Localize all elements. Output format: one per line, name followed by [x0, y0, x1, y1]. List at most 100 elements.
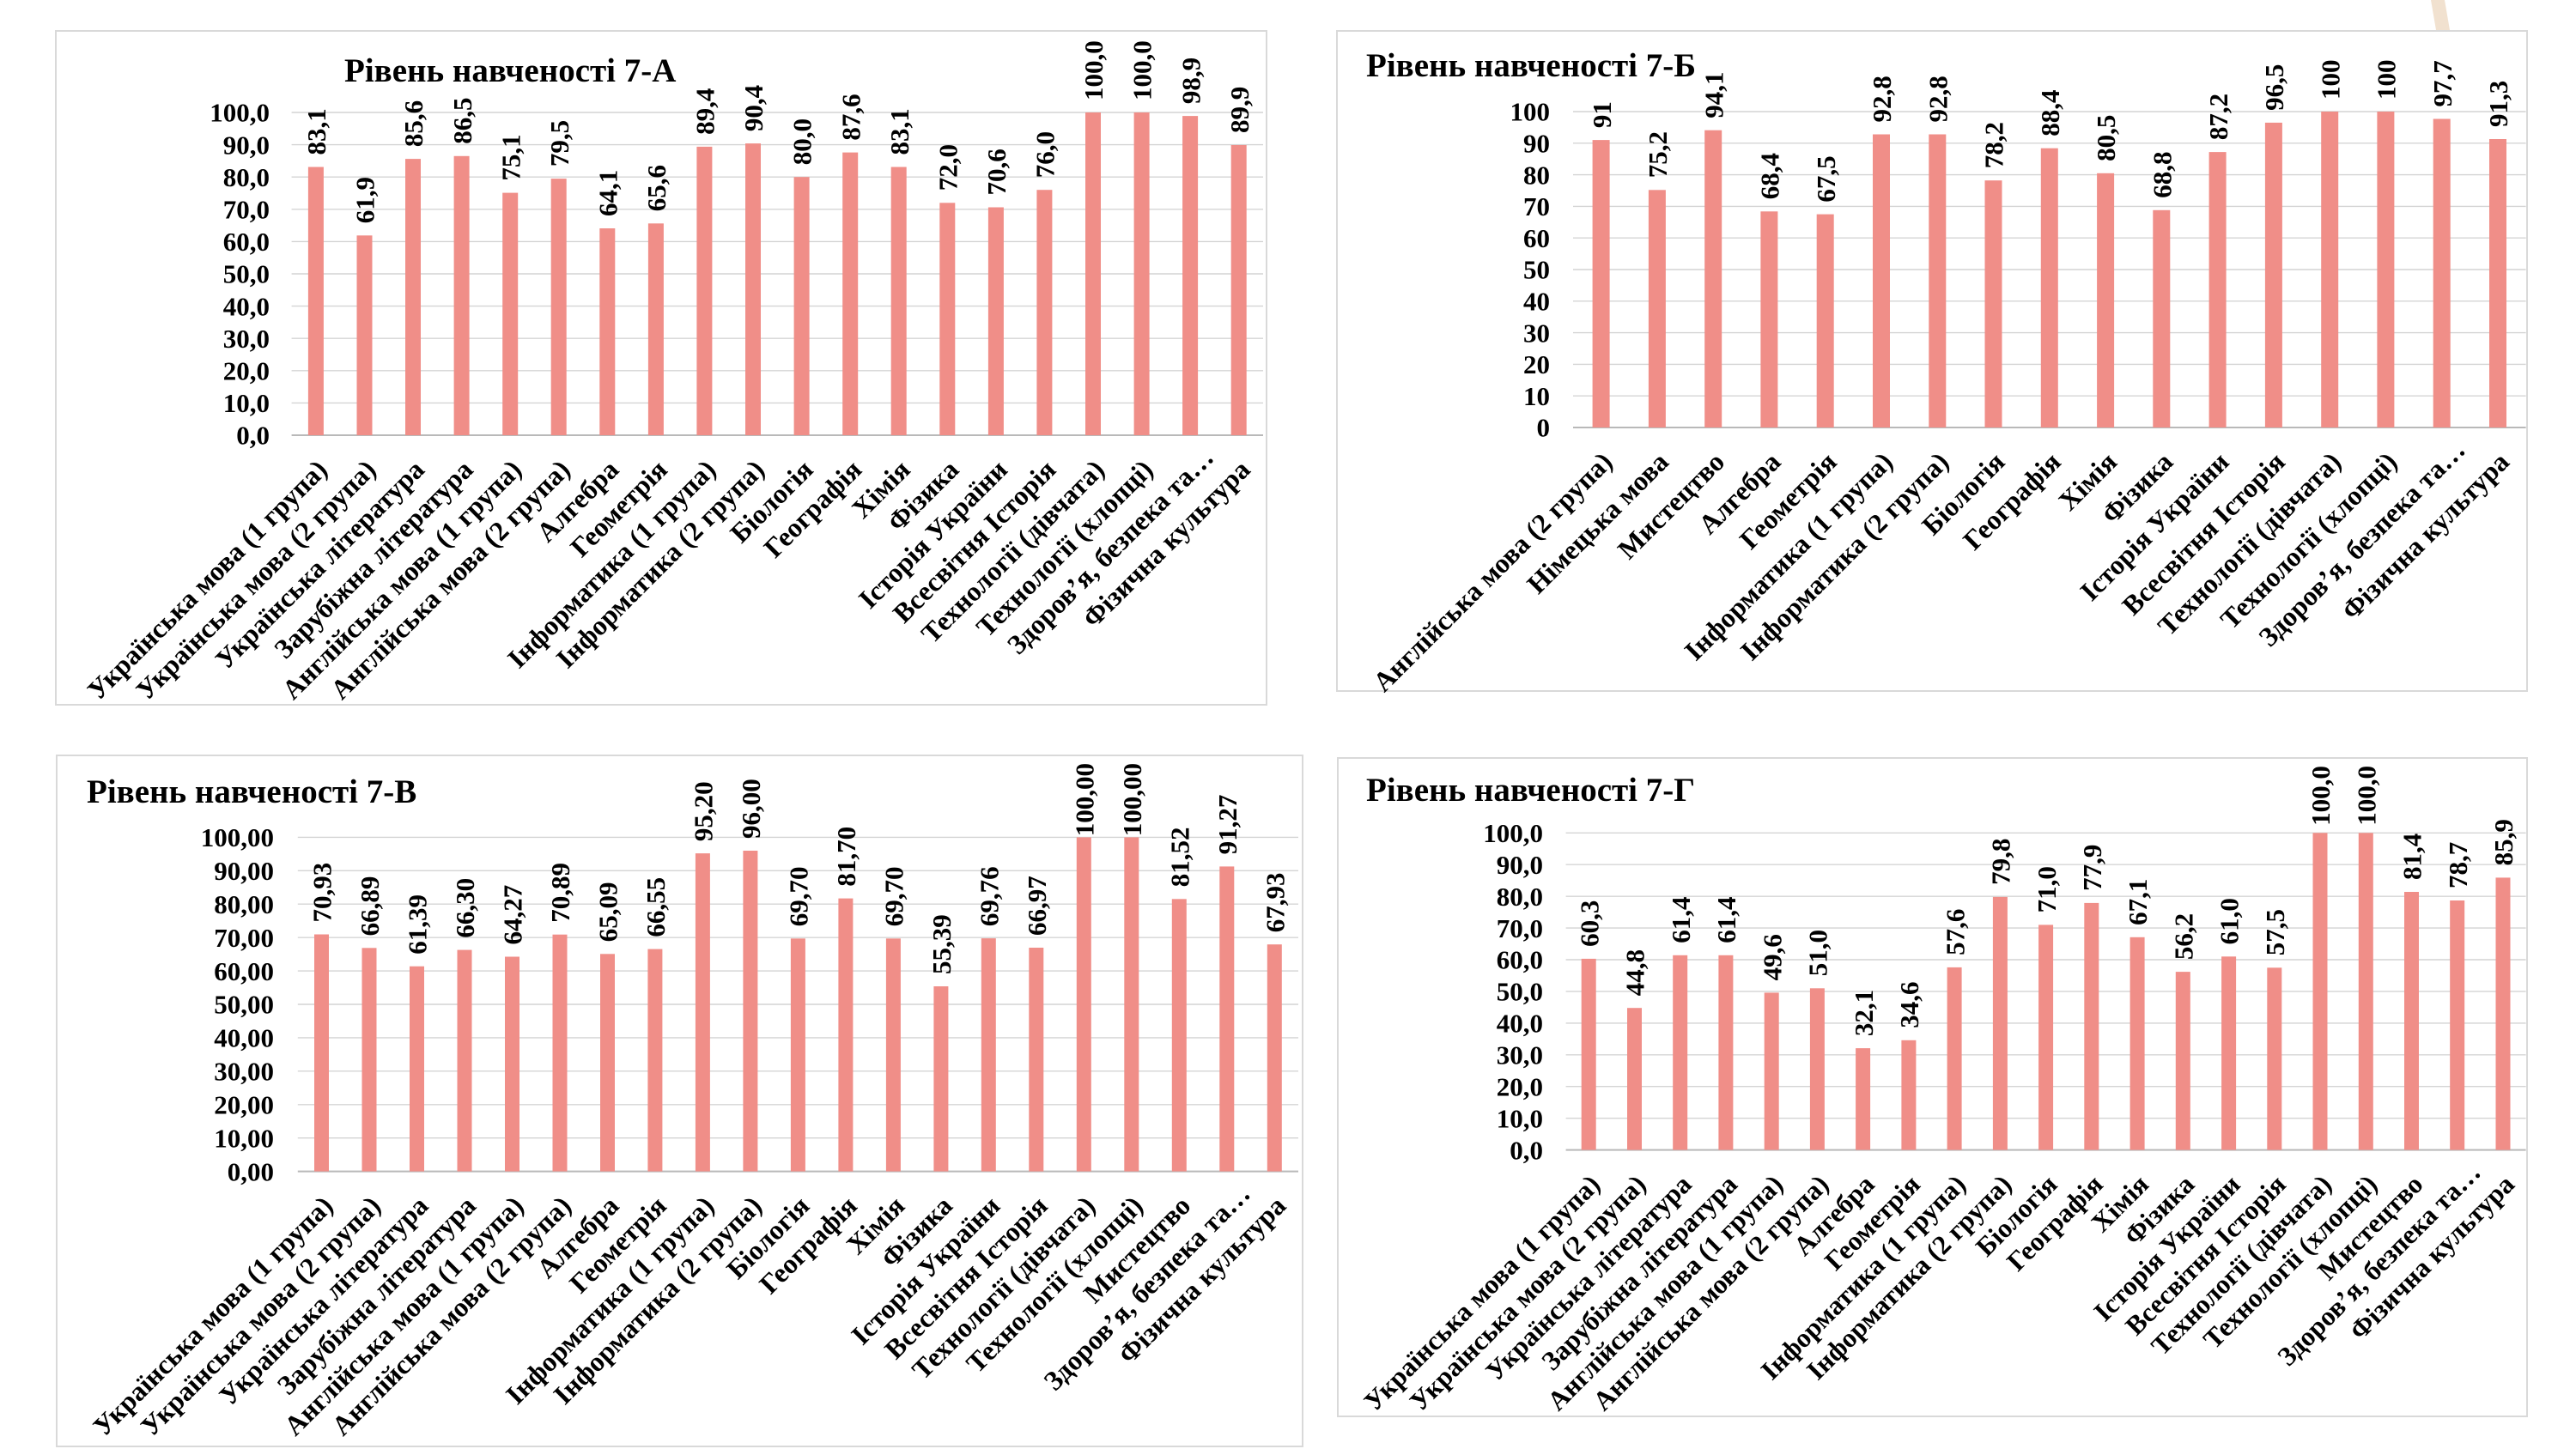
svg-text:70,0: 70,0 [1497, 913, 1543, 943]
svg-text:80: 80 [1523, 160, 1550, 190]
svg-text:0,0: 0,0 [1510, 1135, 1543, 1165]
svg-text:100,00: 100,00 [201, 822, 274, 852]
svg-text:91,27: 91,27 [1212, 795, 1242, 855]
svg-text:61,9: 61,9 [350, 177, 380, 223]
svg-text:61,4: 61,4 [1711, 897, 1741, 943]
svg-text:90,4: 90,4 [738, 85, 769, 131]
svg-text:70: 70 [1523, 191, 1550, 221]
svg-text:100,0: 100,0 [1483, 818, 1543, 848]
svg-text:57,6: 57,6 [1940, 909, 1970, 955]
svg-text:95,20: 95,20 [689, 781, 719, 841]
svg-text:20,0: 20,0 [223, 356, 270, 386]
svg-text:68,8: 68,8 [2148, 152, 2178, 198]
svg-text:55,39: 55,39 [927, 914, 957, 974]
svg-text:91: 91 [1587, 101, 1617, 128]
svg-text:100,0: 100,0 [1127, 40, 1157, 100]
svg-text:80,0: 80,0 [223, 162, 270, 192]
svg-text:20: 20 [1523, 349, 1550, 379]
svg-text:81,4: 81,4 [2397, 834, 2427, 880]
svg-text:40,0: 40,0 [1497, 1009, 1543, 1039]
svg-text:30: 30 [1523, 318, 1550, 348]
svg-text:61,0: 61,0 [2215, 898, 2245, 944]
svg-text:51,0: 51,0 [1803, 930, 1833, 976]
svg-text:10,0: 10,0 [223, 388, 270, 418]
svg-text:75,1: 75,1 [495, 134, 526, 180]
svg-text:57,5: 57,5 [2260, 909, 2290, 955]
svg-text:49,6: 49,6 [1757, 934, 1787, 980]
svg-text:70,89: 70,89 [545, 863, 575, 923]
svg-text:30,0: 30,0 [223, 324, 270, 354]
svg-text:64,1: 64,1 [593, 170, 623, 216]
svg-text:0: 0 [1537, 413, 1551, 443]
svg-text:72,0: 72,0 [933, 144, 963, 191]
svg-text:69,76: 69,76 [975, 866, 1005, 926]
svg-text:70,93: 70,93 [307, 863, 337, 923]
svg-text:78,2: 78,2 [1979, 122, 2009, 168]
svg-text:66,97: 66,97 [1022, 876, 1052, 936]
svg-text:92,8: 92,8 [1923, 76, 1953, 122]
svg-text:69,70: 69,70 [879, 867, 909, 927]
svg-text:81,52: 81,52 [1164, 828, 1194, 888]
svg-text:90,0: 90,0 [223, 130, 270, 160]
svg-text:69,70: 69,70 [784, 867, 814, 927]
svg-text:83,1: 83,1 [301, 108, 331, 155]
svg-text:64,27: 64,27 [498, 885, 528, 945]
svg-text:78,7: 78,7 [2443, 842, 2473, 888]
svg-text:80,5: 80,5 [2091, 115, 2121, 161]
svg-text:85,6: 85,6 [398, 100, 428, 147]
svg-text:92,8: 92,8 [1867, 76, 1897, 122]
svg-text:67,5: 67,5 [1811, 155, 1841, 202]
svg-text:50,0: 50,0 [223, 259, 270, 289]
svg-text:98,9: 98,9 [1176, 58, 1206, 104]
svg-text:97,7: 97,7 [2427, 60, 2458, 106]
svg-text:85,9: 85,9 [2488, 819, 2518, 865]
svg-text:70,0: 70,0 [223, 195, 270, 225]
svg-text:94,1: 94,1 [1698, 71, 1728, 118]
svg-text:100,0: 100,0 [2306, 766, 2336, 826]
svg-text:80,0: 80,0 [787, 118, 817, 165]
svg-text:65,09: 65,09 [593, 882, 623, 943]
svg-text:68,4: 68,4 [1755, 153, 1785, 199]
svg-text:81,70: 81,70 [831, 827, 861, 887]
svg-text:20,0: 20,0 [1497, 1071, 1543, 1101]
svg-text:87,2: 87,2 [2203, 94, 2233, 140]
svg-text:89,4: 89,4 [690, 88, 720, 135]
svg-text:100,00: 100,00 [1117, 763, 1147, 836]
svg-text:66,89: 66,89 [355, 876, 385, 937]
svg-text:60,0: 60,0 [223, 227, 270, 257]
svg-text:90,00: 90,00 [214, 856, 274, 886]
svg-text:79,5: 79,5 [544, 120, 574, 167]
svg-text:67,93: 67,93 [1260, 872, 1290, 932]
svg-text:79,8: 79,8 [1986, 839, 2016, 885]
svg-text:83,1: 83,1 [884, 108, 914, 155]
svg-text:Рівень навченості 7-Г: Рівень навченості 7-Г [1366, 772, 1695, 809]
svg-text:60,3: 60,3 [1574, 900, 1604, 947]
svg-text:65,6: 65,6 [641, 165, 671, 211]
svg-text:44,8: 44,8 [1620, 949, 1650, 996]
svg-text:66,30: 66,30 [450, 878, 480, 938]
svg-text:89,9: 89,9 [1224, 87, 1255, 133]
svg-text:76,0: 76,0 [1030, 131, 1060, 178]
svg-text:10,00: 10,00 [214, 1123, 274, 1153]
svg-text:40: 40 [1523, 287, 1550, 317]
svg-text:96,00: 96,00 [736, 779, 766, 839]
svg-text:70,6: 70,6 [981, 149, 1012, 195]
svg-text:86,5: 86,5 [447, 98, 477, 144]
svg-text:20,00: 20,00 [214, 1090, 274, 1120]
svg-text:50: 50 [1523, 255, 1550, 285]
svg-text:50,00: 50,00 [214, 990, 274, 1020]
svg-text:56,2: 56,2 [2169, 913, 2199, 960]
svg-text:100: 100 [2315, 60, 2345, 100]
svg-text:60,00: 60,00 [214, 956, 274, 986]
svg-text:75,2: 75,2 [1643, 131, 1673, 178]
svg-text:71,0: 71,0 [2032, 866, 2062, 912]
svg-text:40,00: 40,00 [214, 1023, 274, 1053]
svg-text:96,5: 96,5 [2259, 64, 2289, 111]
svg-text:Рівень навченості 7-В: Рівень навченості 7-В [87, 773, 416, 810]
svg-text:70,00: 70,00 [214, 923, 274, 953]
svg-text:80,00: 80,00 [214, 889, 274, 919]
svg-text:40,0: 40,0 [223, 291, 270, 321]
svg-text:Рівень навченості 7-А: Рівень навченості 7-А [344, 52, 676, 89]
svg-text:77,9: 77,9 [2077, 845, 2107, 891]
svg-text:50,0: 50,0 [1497, 977, 1543, 1007]
